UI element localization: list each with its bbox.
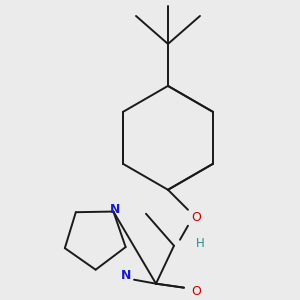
Text: O: O bbox=[191, 285, 201, 298]
Text: N: N bbox=[121, 269, 131, 282]
Text: H: H bbox=[196, 237, 205, 250]
Text: O: O bbox=[191, 211, 201, 224]
Text: N: N bbox=[110, 203, 121, 216]
